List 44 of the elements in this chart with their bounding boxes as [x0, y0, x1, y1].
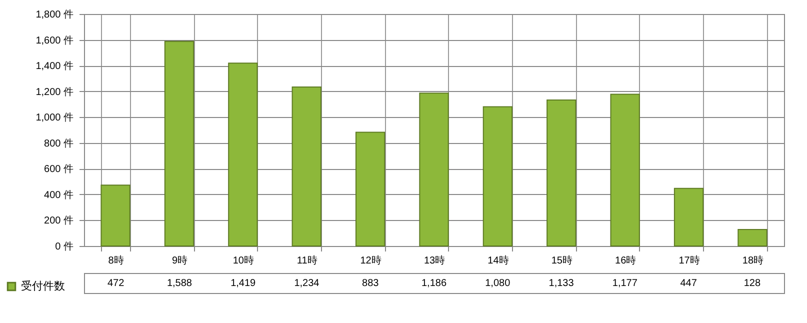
y-tick-label: 1,800 件	[36, 10, 74, 20]
y-tick-label: 800 件	[44, 138, 74, 150]
x-tick-label: 12時	[360, 254, 382, 266]
y-tick-label: 0 件	[55, 242, 74, 252]
x-tick-label: 8時	[108, 254, 124, 266]
bar	[610, 94, 640, 246]
y-tick-label: 400 件	[44, 190, 74, 201]
x-tick-label: 18時	[742, 254, 764, 266]
x-tick-label: 17時	[678, 254, 700, 266]
x-tick-label: 14時	[488, 254, 509, 266]
data-label: 447	[680, 278, 698, 289]
data-label: 1,588	[166, 278, 192, 289]
bar	[738, 229, 768, 246]
y-tick-label: 1,200 件	[36, 86, 74, 98]
bar	[674, 188, 704, 246]
x-tick-label: 9時	[172, 254, 188, 266]
x-tick-label: 10時	[232, 254, 254, 266]
y-tick-label: 600 件	[44, 164, 74, 176]
bar	[228, 62, 258, 246]
legend-label: 受付件数	[21, 280, 65, 292]
data-label: 472	[107, 278, 125, 289]
y-tick-label: 200 件	[44, 216, 74, 227]
x-tick-label: 11時	[296, 254, 318, 266]
y-tick-label: 1,600 件	[36, 35, 74, 46]
bar	[292, 86, 322, 246]
bar	[355, 132, 386, 246]
y-tick-label: 1,000 件	[36, 112, 74, 124]
data-label: 1,133	[548, 278, 574, 289]
bar	[482, 106, 513, 246]
y-tick-label: 1,400 件	[36, 61, 74, 72]
data-label: 1,234	[294, 278, 320, 289]
data-label: 1,080	[485, 278, 511, 289]
bar	[419, 92, 449, 246]
bar	[100, 184, 130, 246]
x-tick-label: 15時	[551, 254, 572, 266]
bar	[546, 99, 576, 246]
x-tick-label: 16時	[615, 254, 636, 266]
data-label: 128	[744, 278, 761, 289]
x-tick-label: 13時	[424, 254, 446, 266]
data-label: 1,186	[421, 278, 447, 289]
data-label: 1,419	[230, 278, 256, 289]
data-label: 883	[362, 278, 380, 289]
data-label: 1,177	[612, 278, 638, 289]
bar	[164, 40, 194, 246]
